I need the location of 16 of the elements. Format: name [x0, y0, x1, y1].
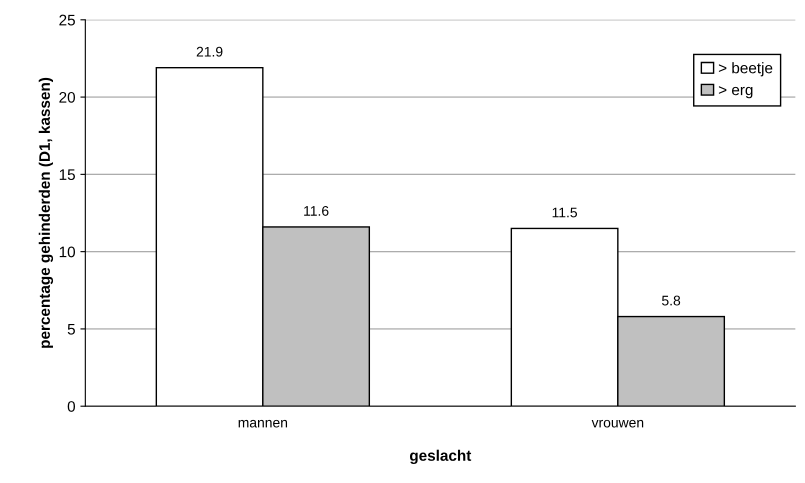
data-label: 21.9 — [196, 46, 222, 57]
data-label: 11.6 — [304, 206, 328, 216]
y-tick-label: 20 — [59, 92, 76, 103]
legend-label: > beetje — [718, 62, 772, 76]
x-tick-label: vrouwen — [592, 420, 644, 428]
y-tick-label: 15 — [60, 169, 75, 180]
y-tick-label: 10 — [60, 246, 76, 258]
legend-label: > erg — [718, 86, 752, 98]
x-tick-label: mannen — [238, 420, 288, 428]
y-axis-title: percentage gehinderden (D1, kassen) — [38, 78, 54, 348]
y-tick-label: 0 — [68, 401, 76, 412]
data-label: 11.5 — [552, 208, 578, 218]
y-tick-label: 5 — [68, 324, 75, 335]
y-tick-label: 25 — [59, 14, 75, 26]
data-label: 5.8 — [662, 296, 680, 306]
x-axis-title: geslacht — [410, 450, 472, 464]
